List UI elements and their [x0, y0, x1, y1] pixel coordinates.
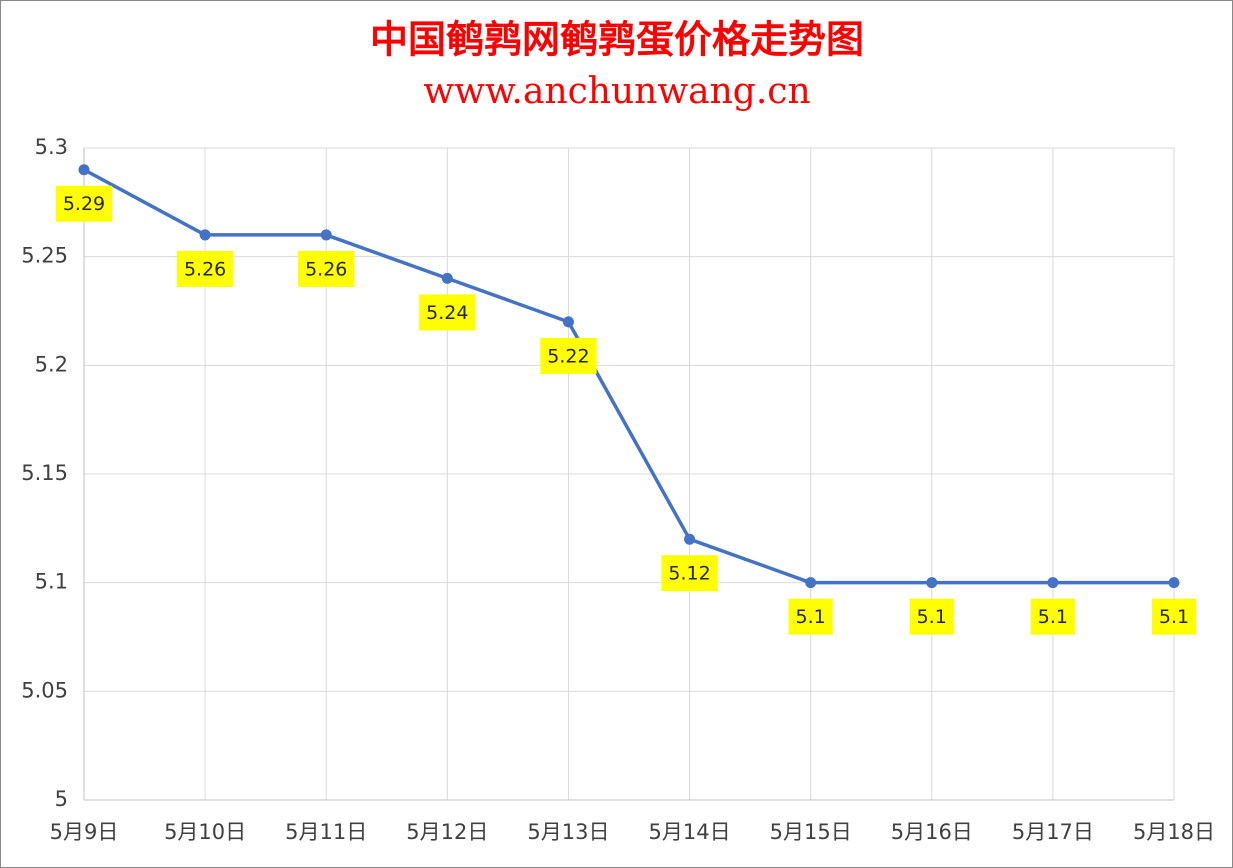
data-point	[78, 164, 90, 176]
y-tick-label: 5	[55, 787, 68, 811]
data-label: 5.1	[1038, 606, 1068, 628]
data-label: 5.12	[668, 563, 710, 585]
data-point	[199, 229, 211, 241]
x-tick-label: 5月18日	[1133, 820, 1215, 844]
data-point	[684, 533, 696, 545]
data-label-background	[661, 555, 718, 592]
data-point	[805, 577, 817, 589]
y-tick-label: 5.15	[21, 461, 68, 485]
y-tick-label: 5.1	[35, 570, 68, 594]
y-tick-label: 5.25	[21, 244, 68, 268]
x-tick-label: 5月10日	[164, 820, 246, 844]
x-tick-label: 5月11日	[285, 820, 367, 844]
x-tick-label: 5月9日	[50, 820, 119, 844]
y-tick-label: 5.05	[21, 678, 68, 702]
data-point	[1168, 577, 1180, 589]
y-tick-label: 5.3	[35, 135, 68, 159]
data-label: 5.26	[184, 258, 226, 280]
chart-subtitle: www.anchunwang.cn	[423, 71, 810, 112]
data-label-background	[1151, 598, 1197, 635]
data-label: 5.1	[796, 606, 826, 628]
y-tick-label: 5.2	[35, 352, 68, 376]
data-label-background	[298, 250, 355, 287]
data-line	[83, 168, 1174, 585]
data-label: 5.29	[63, 193, 105, 215]
x-tick-label: 5月12日	[406, 820, 488, 844]
x-tick-label: 5月17日	[1012, 820, 1094, 844]
data-label: 5.24	[426, 302, 468, 324]
data-label: 5.1	[1159, 606, 1189, 628]
x-tick-label: 5月15日	[770, 820, 852, 844]
data-label: 5.1	[917, 606, 947, 628]
chart-title: 中国鹌鹑网鹌鹑蛋价格走势图	[370, 17, 864, 62]
data-label-background	[176, 250, 234, 287]
data-label-background	[55, 185, 113, 222]
data-point	[926, 577, 938, 589]
data-point	[320, 229, 332, 241]
data-label-background	[540, 337, 597, 374]
x-tick-label: 5月13日	[527, 820, 609, 844]
data-point	[441, 272, 453, 284]
x-tick-label: 5月16日	[891, 820, 973, 844]
data-label: 5.26	[305, 258, 347, 280]
data-label-background	[1030, 598, 1075, 635]
data-label: 5.22	[547, 345, 589, 367]
data-label-background	[419, 294, 476, 331]
data-point	[1047, 577, 1059, 589]
data-label-background	[788, 598, 833, 635]
data-point	[562, 316, 574, 328]
x-tick-label: 5月14日	[649, 820, 731, 844]
data-label-background	[909, 598, 954, 635]
